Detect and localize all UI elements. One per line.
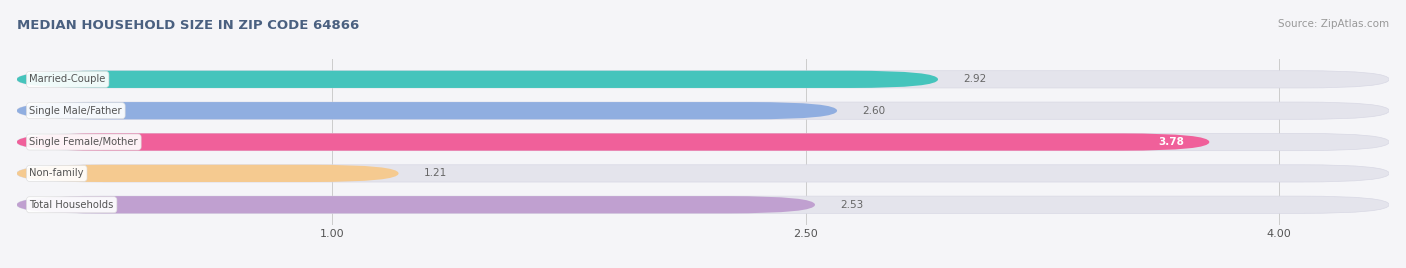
Text: 1.21: 1.21 [423,168,447,178]
Text: MEDIAN HOUSEHOLD SIZE IN ZIP CODE 64866: MEDIAN HOUSEHOLD SIZE IN ZIP CODE 64866 [17,19,359,32]
FancyBboxPatch shape [17,133,1389,151]
Text: 3.78: 3.78 [1159,137,1184,147]
Text: 2.53: 2.53 [841,200,863,210]
FancyBboxPatch shape [17,165,1389,182]
FancyBboxPatch shape [17,196,1389,213]
FancyBboxPatch shape [17,102,1389,119]
Text: Single Female/Mother: Single Female/Mother [30,137,138,147]
FancyBboxPatch shape [17,133,1209,151]
Text: Single Male/Father: Single Male/Father [30,106,122,116]
Text: Non-family: Non-family [30,168,84,178]
FancyBboxPatch shape [17,165,398,182]
FancyBboxPatch shape [17,71,1389,88]
Text: Source: ZipAtlas.com: Source: ZipAtlas.com [1278,19,1389,29]
Text: 2.92: 2.92 [963,74,987,84]
Text: Total Households: Total Households [30,200,114,210]
FancyBboxPatch shape [17,196,815,213]
Text: 2.60: 2.60 [862,106,886,116]
FancyBboxPatch shape [17,71,938,88]
Text: Married-Couple: Married-Couple [30,74,105,84]
FancyBboxPatch shape [17,102,837,119]
